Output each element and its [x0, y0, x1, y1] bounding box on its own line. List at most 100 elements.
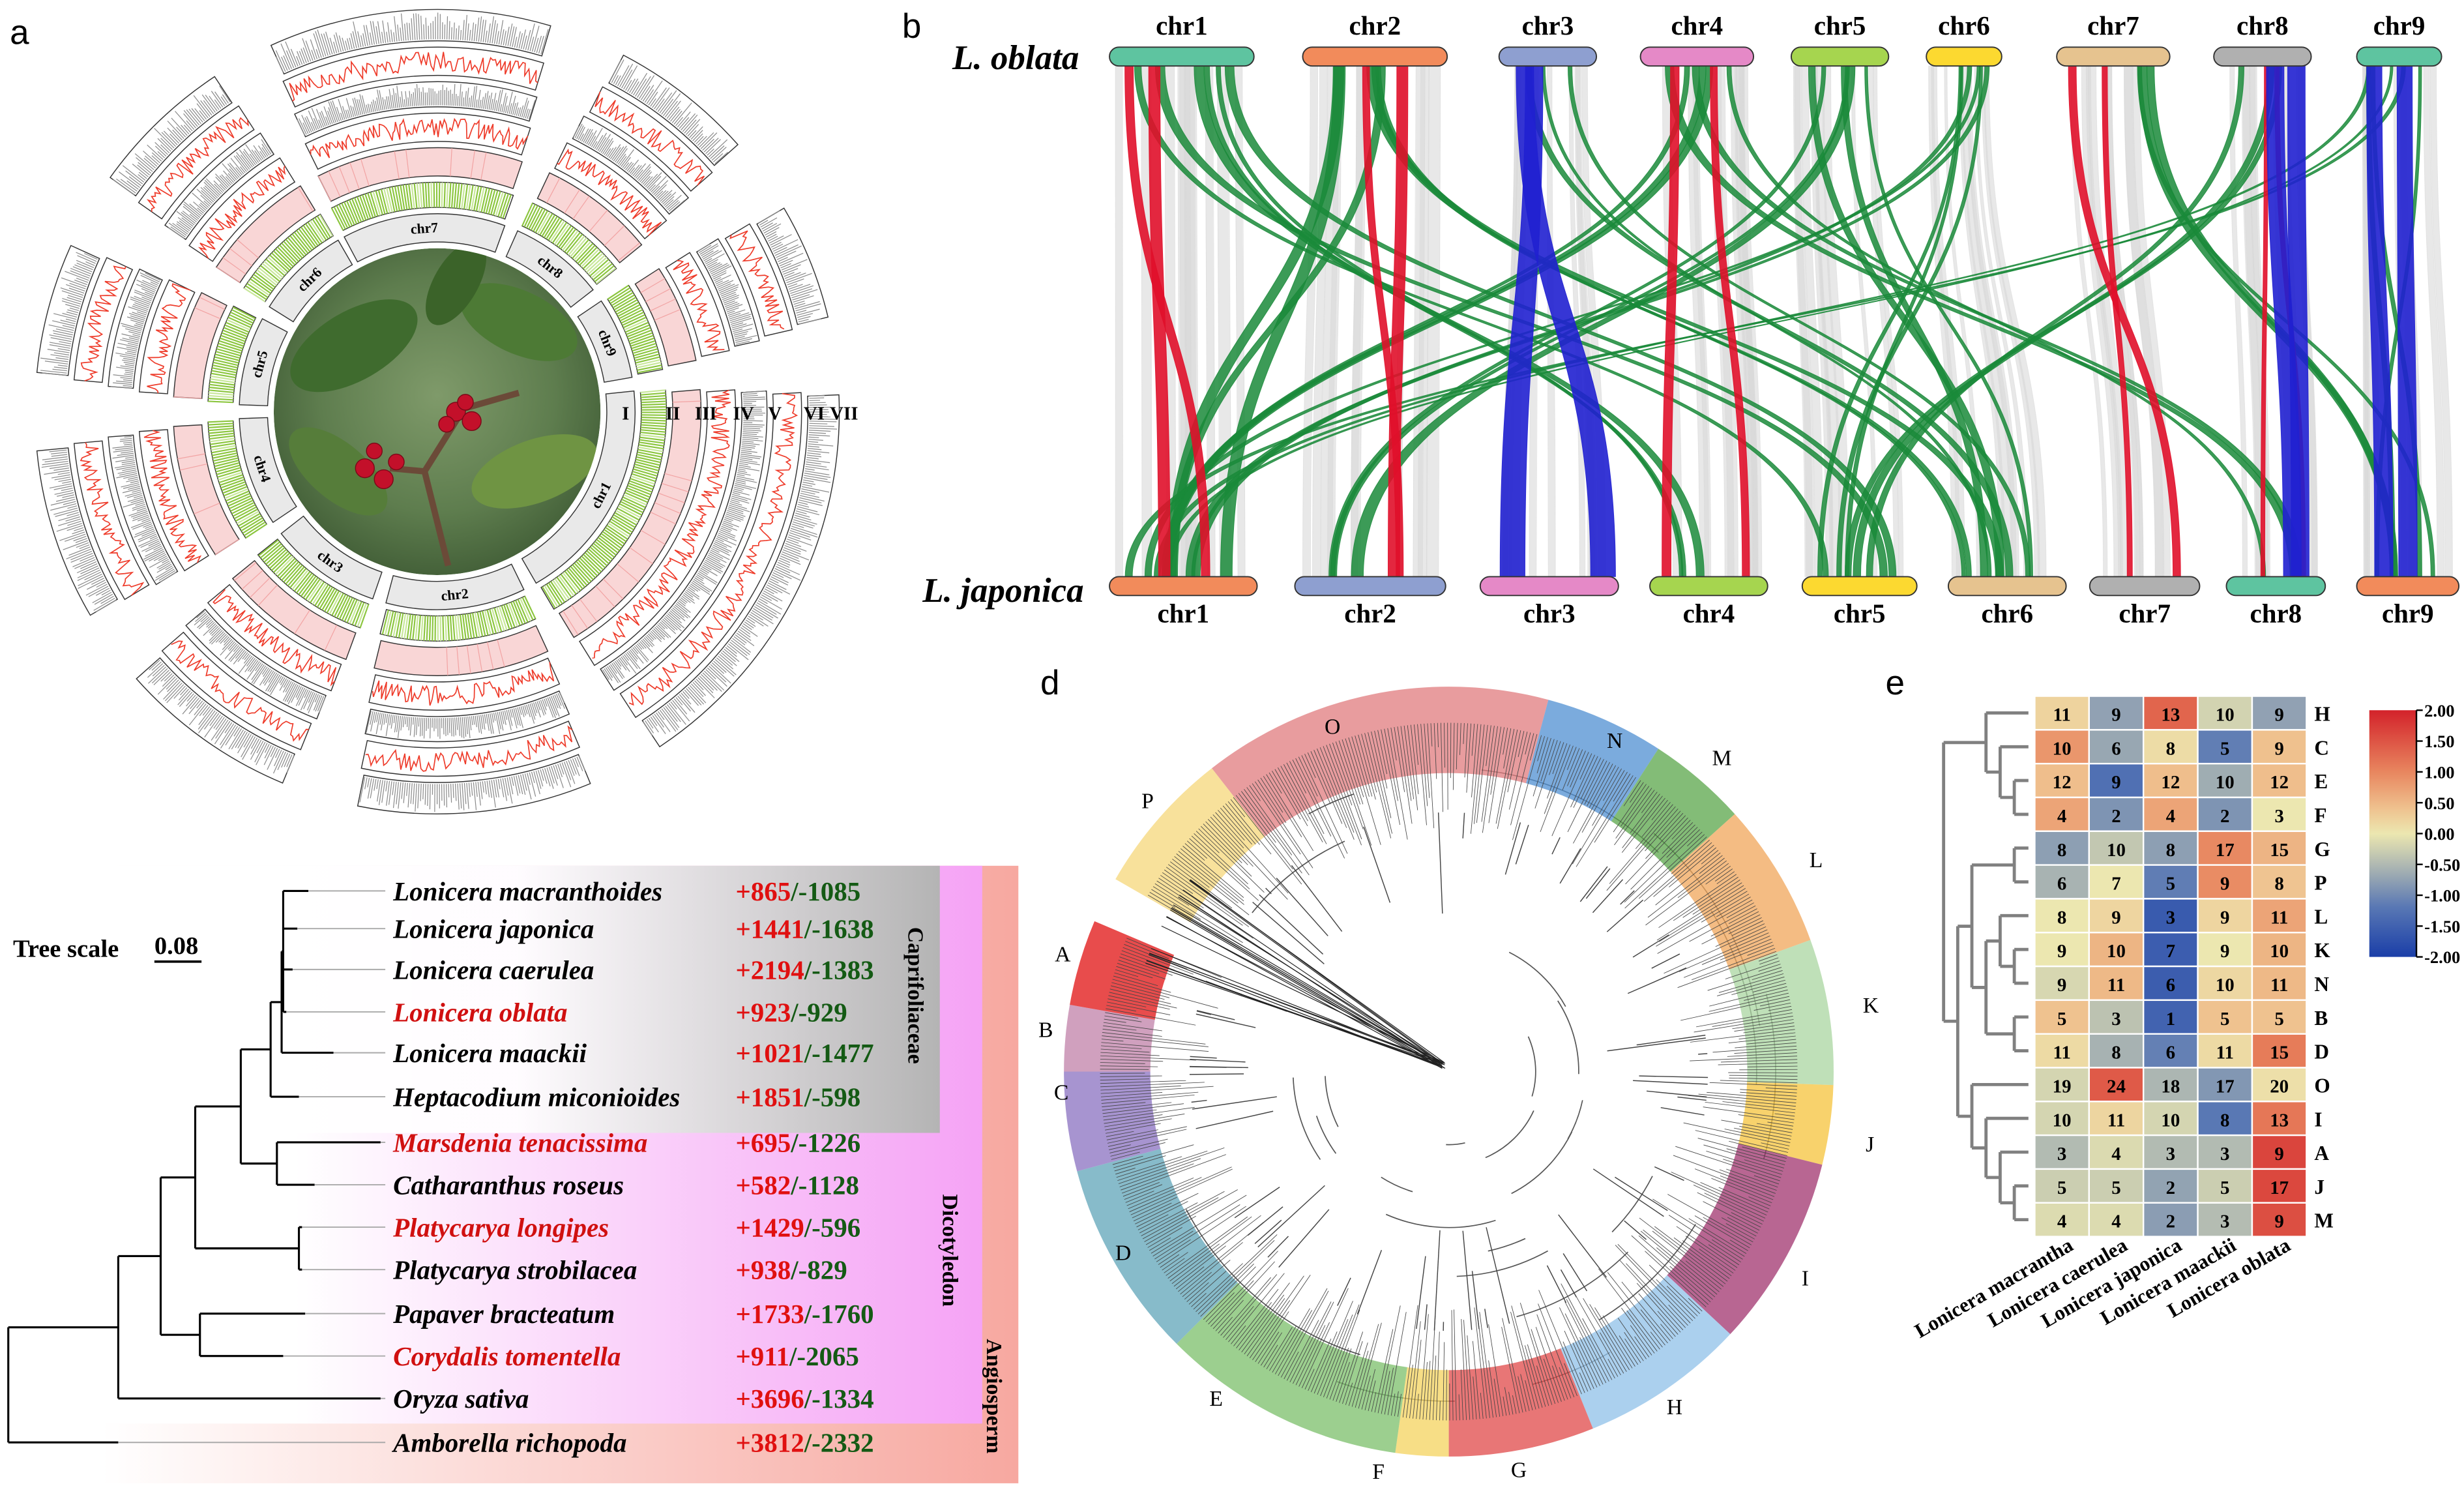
histogram-bar	[128, 176, 141, 186]
histogram-bar	[163, 681, 181, 700]
histogram-bar	[237, 732, 248, 749]
gene-density-bar	[212, 450, 237, 456]
histogram-bar	[218, 634, 227, 643]
histogram-bar	[727, 310, 735, 314]
histogram-bar	[53, 507, 78, 515]
histogram-bar	[65, 516, 80, 522]
histogram-bar	[705, 139, 721, 155]
histogram-bar	[119, 171, 140, 188]
species-name: Heptacodium miconioides	[392, 1082, 680, 1112]
histogram-bar	[274, 749, 280, 758]
gene-density-bar	[542, 586, 556, 609]
leaf-branch	[1381, 729, 1401, 825]
gene-density-bar	[499, 193, 509, 218]
histogram-bar	[181, 217, 194, 227]
leaf-branch	[1551, 1365, 1565, 1401]
histogram-bar	[778, 257, 788, 262]
histogram-bar	[743, 398, 766, 400]
leaf-branch	[1482, 726, 1498, 833]
leaf-branch	[1317, 1319, 1349, 1395]
histogram-bar	[138, 174, 146, 181]
gene-density-bar	[641, 419, 667, 422]
histogram-bar	[57, 492, 74, 497]
gene-density-bar	[488, 189, 496, 215]
leaf-branch	[1151, 1195, 1247, 1254]
gene-density-bar	[612, 294, 636, 308]
histogram-bar	[707, 556, 726, 567]
histogram-bar	[72, 266, 92, 275]
gene-density-bar	[611, 291, 634, 306]
histogram-bar	[502, 711, 506, 725]
track-segment	[536, 172, 643, 263]
gene-density-bar	[300, 575, 317, 597]
leaf-branch	[1102, 1102, 1146, 1108]
histogram-bar	[132, 164, 149, 177]
histogram-bar	[264, 670, 274, 686]
gene-density-bar	[495, 192, 504, 216]
leaf-branch	[1621, 1281, 1671, 1341]
cell-value: 6	[2111, 738, 2120, 759]
histogram-bar	[70, 553, 93, 563]
histogram-bar	[733, 488, 743, 492]
gain-loss-count: +865/-1085	[735, 876, 860, 906]
histogram-bar	[62, 481, 72, 484]
histogram-bar	[724, 648, 740, 662]
internal-branch-arc	[1488, 1238, 1526, 1252]
loss-count: /-929	[790, 997, 847, 1027]
leaf-branch	[1689, 905, 1756, 942]
leaf-branch	[1508, 1391, 1514, 1415]
leaf-branch	[1180, 1242, 1243, 1295]
leaf-branch	[1106, 1005, 1136, 1012]
cell-value: 11	[2270, 907, 2288, 928]
histogram-bar	[500, 779, 505, 797]
histogram-bar	[121, 462, 136, 466]
gene-density-bar	[265, 258, 286, 276]
histogram-bar	[287, 684, 299, 705]
gene-density-bar	[610, 518, 633, 533]
gene-density-bar	[626, 327, 651, 338]
gene-density-bar	[619, 503, 643, 516]
histogram-bar	[464, 14, 467, 40]
leaf-branch	[1355, 735, 1373, 797]
histogram-bar	[115, 447, 134, 451]
histogram-bar	[621, 149, 634, 167]
histogram-bar	[619, 63, 634, 87]
histogram-bar	[780, 263, 791, 269]
leaf-branch	[1656, 891, 1748, 947]
histogram-bar	[308, 110, 317, 130]
leaf-branch	[1731, 979, 1785, 996]
gene-density-bar	[564, 571, 581, 591]
loss-count: /-1638	[804, 914, 874, 944]
gene-density-bar	[641, 400, 667, 404]
histogram-bar	[655, 98, 665, 111]
leaf-branch	[1101, 1091, 1199, 1101]
leaf-branch	[1220, 807, 1252, 845]
band-mark	[579, 599, 598, 622]
band-mark	[645, 288, 671, 303]
histogram-bar	[611, 147, 621, 160]
gene-density-bar	[423, 616, 426, 641]
gene-density-bar	[623, 494, 647, 506]
leaf-branch	[1711, 1178, 1772, 1204]
gene-density-bar	[319, 586, 334, 610]
histogram-bar	[797, 506, 818, 512]
track-segment	[36, 447, 119, 616]
histogram-bar	[55, 357, 69, 360]
histogram-bar	[496, 31, 499, 44]
tree-scale-label: Tree scale	[13, 936, 119, 963]
histogram-bar	[400, 716, 403, 731]
histogram-bar	[495, 712, 501, 734]
leaf-branch	[1116, 966, 1153, 979]
histogram-bar	[241, 735, 254, 758]
histogram-bar	[499, 104, 503, 112]
histogram-bar	[722, 295, 739, 302]
band-mark	[470, 150, 475, 179]
leaf-branch	[1531, 1329, 1556, 1404]
leaf-branch	[1124, 943, 1188, 970]
histogram-bar	[714, 659, 735, 677]
histogram-bar	[701, 566, 718, 576]
histogram-bar	[420, 91, 422, 106]
gene-density-bar	[638, 446, 664, 453]
leaf-branch	[1105, 1012, 1139, 1019]
histogram-bar	[404, 23, 407, 41]
